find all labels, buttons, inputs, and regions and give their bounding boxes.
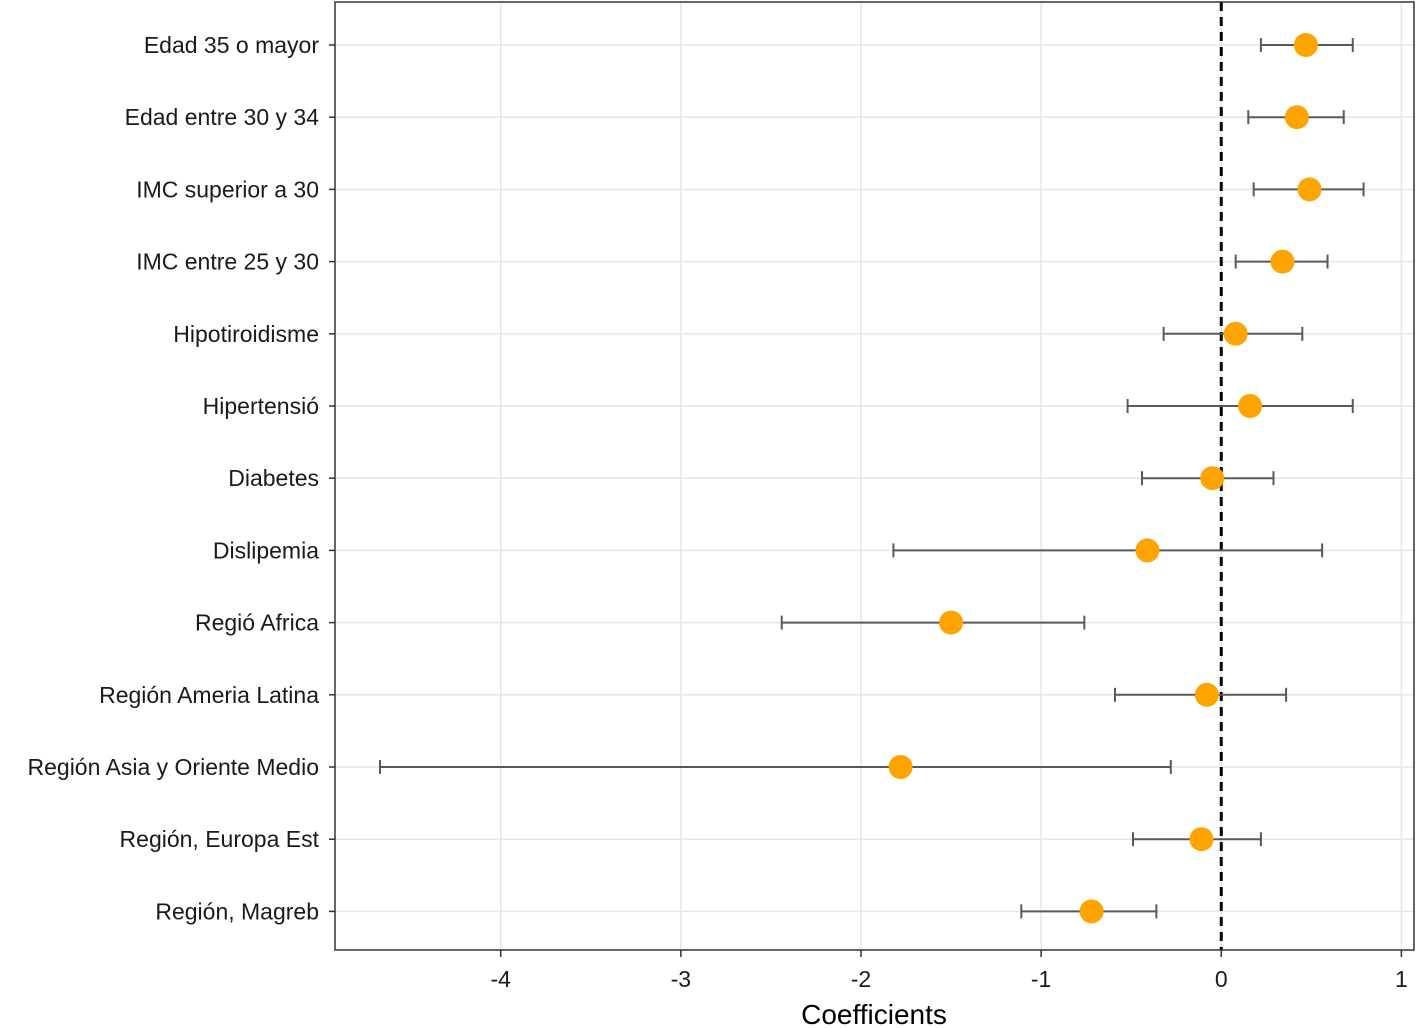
estimate-point <box>1238 394 1263 418</box>
estimate-point <box>1223 321 1248 346</box>
estimate-point <box>939 610 964 635</box>
estimate-point <box>1194 682 1219 707</box>
y-tick-label: Diabetes <box>228 465 319 491</box>
panel-border <box>334 1 1415 951</box>
estimate-point <box>1270 249 1295 274</box>
y-tick-label: IMC entre 25 y 30 <box>136 249 319 275</box>
y-axis: Edad 35 o mayor Edad entre 30 y 34 IMC sup… <box>28 32 335 924</box>
y-tick-label: Región, Europa Est <box>120 826 320 852</box>
y-tick-label: Hipotiroidisme <box>173 321 319 347</box>
estimate-point <box>1200 466 1225 491</box>
estimate-point <box>1079 899 1104 924</box>
y-tick-label: Región Ameria Latina <box>99 682 319 708</box>
estimate-point <box>1284 105 1309 130</box>
x-tick-label: -4 <box>490 966 511 992</box>
estimate-point <box>1135 538 1160 563</box>
y-tick-label: Edad 35 o mayor <box>144 32 320 58</box>
y-tick-label: Región Asia y Oriente Medio <box>28 754 320 780</box>
y-tick-label: Dislipemia <box>213 537 319 563</box>
estimate-point <box>1189 827 1214 852</box>
estimate-point <box>888 755 913 779</box>
x-axis: -4 -3 -2 -1 0 1 <box>490 950 1408 992</box>
y-tick-label: Regió Africa <box>195 610 319 636</box>
grid-lines <box>335 2 1414 950</box>
x-axis-title: Coefficients <box>801 999 947 1028</box>
estimate-point <box>1297 177 1322 202</box>
x-tick-label: -3 <box>671 966 691 992</box>
y-tick-label: IMC superior a 30 <box>136 176 319 202</box>
y-tick-label: Región, Magreb <box>155 898 319 924</box>
x-tick-label: 0 <box>1215 966 1228 992</box>
points-layer <box>888 33 1322 924</box>
x-tick-label: -1 <box>1031 966 1051 992</box>
y-tick-label: Hipertensió <box>203 393 319 419</box>
y-tick-label: Edad entre 30 y 34 <box>125 104 320 130</box>
estimate-point <box>1293 33 1318 57</box>
x-tick-label: -2 <box>851 966 871 992</box>
x-tick-label: 1 <box>1395 966 1408 992</box>
